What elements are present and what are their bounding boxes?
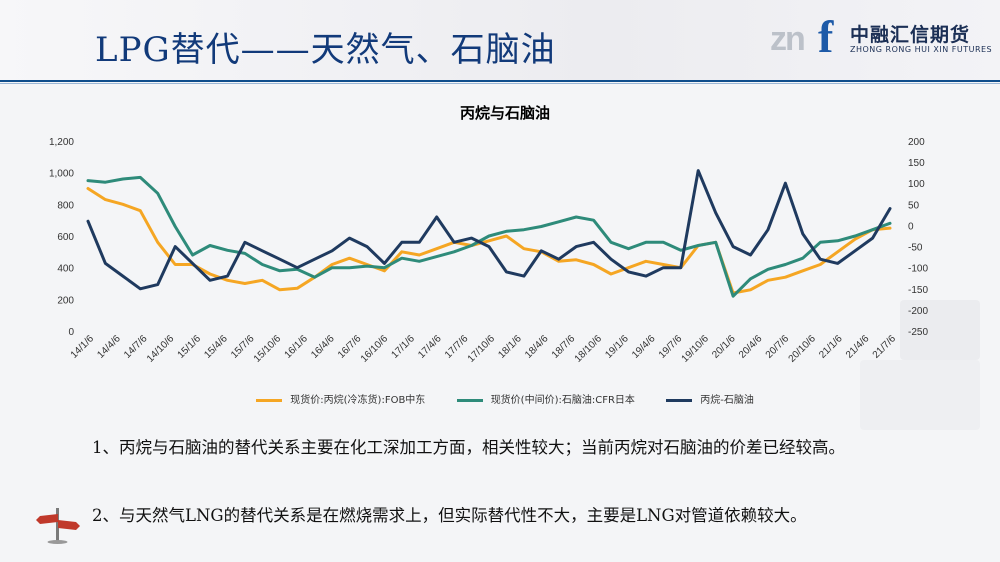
header-divider-thin — [0, 83, 1000, 84]
y-right-tick-label: -100 — [908, 264, 928, 275]
y-right-tick-label: -200 — [908, 306, 928, 317]
x-tick-label: 19/4/6 — [630, 333, 658, 361]
slide-title: LPG替代——天然气、石脑油 — [95, 30, 556, 70]
y-left-tick-label: 800 — [57, 200, 74, 211]
chart-legend: 现货价:丙烷(冷冻货):FOB中东 现货价(中间价):石脑油:CFR日本 丙烷-… — [40, 391, 970, 406]
y-right-tick-label: 50 — [908, 200, 920, 211]
bg-block — [900, 300, 980, 360]
chart-container: 0 200 400 600 800 1,000 1,200 -250 -200 -150 -100 -… — [40, 95, 970, 415]
signpost-icon — [36, 508, 80, 544]
x-tick-label: 21/1/6 — [817, 333, 845, 361]
logo-company-name: 中融汇信期货 — [850, 24, 971, 46]
legend-item-propane: 现货价:丙烷(冷冻货):FOB中东 — [256, 391, 425, 406]
x-tick-label: 15/10/6 — [252, 333, 284, 365]
x-tick-label: 20/1/6 — [710, 333, 738, 361]
y-right-tick-label: 150 — [908, 158, 925, 169]
x-tick-label: 17/1/6 — [389, 333, 417, 361]
y-right-tick-label: -50 — [908, 243, 923, 254]
x-tick-label: 16/1/6 — [283, 333, 311, 361]
bg-block — [860, 360, 980, 430]
series-line-naphtha — [86, 175, 892, 298]
paragraph-propane-naphtha: 1、丙烷与石脑油的替代关系主要在化工深加工方面，相关性较大；当前丙烷对石脑油的价… — [92, 438, 845, 457]
legend-item-spread: 丙烷-石脑油 — [666, 391, 754, 406]
y-left-tick-label: 200 — [57, 295, 74, 306]
legend-label-propane: 现货价:丙烷(冷冻货):FOB中东 — [290, 395, 426, 406]
chart-title: 丙烷与石脑油 — [459, 104, 550, 122]
legend-label-spread: 丙烷-石脑油 — [700, 395, 754, 406]
line-chart: 0 200 400 600 800 1,000 1,200 -250 -200 -150 -100 -… — [49, 137, 928, 365]
logo-company-name-en: ZHONG RONG HUI XIN FUTURES — [850, 45, 993, 54]
y-right-tick-label: -250 — [908, 327, 928, 338]
x-tick-label: 15/1/6 — [176, 333, 204, 361]
x-tick-label: 15/4/6 — [202, 333, 230, 361]
y-left-tick-label: 400 — [57, 264, 74, 275]
x-tick-label: 16/10/6 — [359, 333, 391, 365]
y-right-tick-label: 100 — [908, 179, 925, 190]
x-tick-label: 21/4/6 — [844, 333, 872, 361]
header-bar — [0, 0, 1000, 80]
x-tick-label: 14/4/6 — [95, 333, 123, 361]
logo-zn-mark: zn — [770, 20, 806, 58]
x-tick-label: 20/10/6 — [787, 333, 819, 365]
y-right-tick-label: 0 — [908, 221, 914, 232]
header-divider — [0, 80, 1000, 82]
x-tick-label: 17/10/6 — [466, 333, 498, 365]
x-tick-label: 18/10/6 — [573, 333, 605, 365]
y-left-tick-label: 0 — [68, 327, 74, 338]
x-tick-label: 21/7/6 — [871, 333, 899, 361]
x-tick-label: 18/1/6 — [496, 333, 524, 361]
x-tick-label: 20/4/6 — [737, 333, 765, 361]
y-left-tick-label: 600 — [57, 232, 74, 243]
x-tick-label: 19/10/6 — [680, 333, 712, 365]
x-tick-label: 16/4/6 — [309, 333, 337, 361]
y-left-tick-label: 1,200 — [49, 137, 74, 148]
y-right-tick-label: -150 — [908, 285, 928, 296]
y-right-tick-label: 200 — [908, 137, 925, 148]
legend-swatch-naphtha — [456, 398, 483, 402]
y-left-tick-label: 1,000 — [49, 169, 74, 180]
x-tick-label: 14/10/6 — [145, 333, 177, 365]
legend-label-naphtha: 现货价(中间价):石脑油:CFR日本 — [490, 395, 635, 406]
legend-swatch-propane — [256, 398, 283, 402]
x-tick-label: 17/4/6 — [416, 333, 444, 361]
paragraph-lng: 2、与天然气LNG的替代关系是在燃烧需求上，但实际替代性不大，主要是LNG对管道… — [92, 506, 807, 525]
logo-f-mark: f — [818, 11, 834, 62]
series-line-spread — [86, 169, 892, 291]
company-logo: zn f 中融汇信期货 ZHONG RONG HUI XIN FUTURES — [770, 11, 992, 64]
x-tick-label: 18/4/6 — [523, 333, 551, 361]
legend-item-naphtha: 现货价(中间价):石脑油:CFR日本 — [456, 391, 635, 406]
legend-swatch-spread — [666, 398, 693, 402]
x-tick-label: 19/1/6 — [603, 333, 631, 361]
